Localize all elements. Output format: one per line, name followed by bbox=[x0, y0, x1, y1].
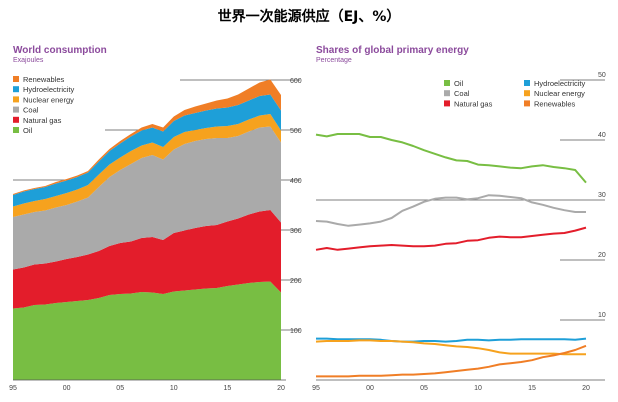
right-legend-label: Coal bbox=[454, 89, 470, 98]
area-natural-gas bbox=[13, 210, 281, 309]
left-y-tick-label: 600 bbox=[290, 78, 302, 85]
right-legend-swatch bbox=[524, 80, 530, 86]
right-legend-swatch bbox=[444, 90, 450, 97]
right-chart-subtitle: Percentage bbox=[316, 57, 352, 64]
line-renewables bbox=[316, 344, 587, 378]
left-chart-title: World consumption bbox=[13, 45, 107, 56]
line-nuclear-energy bbox=[315, 339, 586, 356]
left-x-tick-label: 20 bbox=[277, 385, 285, 392]
line-hydroelectricity bbox=[316, 337, 587, 343]
right-x-tick-label: 15 bbox=[528, 385, 536, 392]
left-x-tick-label: 95 bbox=[9, 385, 17, 392]
left-legend-label: Hydroelectricity bbox=[23, 85, 75, 94]
line-oil bbox=[315, 133, 587, 184]
left-y-tick-label: 400 bbox=[290, 178, 302, 185]
area-coal bbox=[13, 126, 281, 270]
right-x-tick-label: 05 bbox=[420, 385, 428, 392]
left-legend-swatch bbox=[13, 116, 19, 123]
right-y-tick-label: 30 bbox=[598, 192, 606, 199]
right-legend-label: Renewables bbox=[534, 99, 576, 108]
right-legend-label: Hydroelectricity bbox=[534, 79, 586, 88]
left-legend-label: Nuclear energy bbox=[23, 95, 74, 104]
left-x-tick-label: 00 bbox=[63, 385, 71, 392]
right-chart-title: Shares of global primary energy bbox=[316, 45, 469, 56]
right-x-tick-label: 20 bbox=[582, 385, 590, 392]
left-legend-label: Oil bbox=[23, 126, 33, 135]
left-y-tick-label: 200 bbox=[290, 278, 302, 285]
right-x-tick-label: 00 bbox=[366, 385, 374, 392]
right-legend-label: Natural gas bbox=[454, 99, 493, 108]
right-x-tick-label: 95 bbox=[312, 385, 320, 392]
right-legend-swatch bbox=[524, 90, 530, 97]
left-legend-swatch bbox=[13, 86, 19, 93]
right-legend-label: Oil bbox=[454, 79, 464, 88]
left-legend-label: Coal bbox=[23, 106, 39, 115]
left-legend-label: Natural gas bbox=[23, 116, 62, 125]
area-hydroelectricity bbox=[13, 94, 281, 207]
right-x-tick-label: 10 bbox=[474, 385, 482, 392]
line-coal bbox=[315, 194, 586, 227]
left-legend-swatch bbox=[13, 127, 19, 133]
line-natural-gas bbox=[315, 226, 587, 251]
page-title: 世界一次能源供应（EJ、%） bbox=[217, 9, 401, 25]
left-x-tick-label: 10 bbox=[170, 385, 178, 392]
left-legend-label: Renewables bbox=[23, 75, 65, 84]
left-x-tick-label: 15 bbox=[224, 385, 232, 392]
left-y-tick-label: 300 bbox=[290, 228, 302, 235]
left-legend-swatch bbox=[13, 106, 19, 113]
right-y-tick-label: 40 bbox=[598, 132, 606, 139]
left-y-tick-label: 100 bbox=[290, 328, 302, 335]
right-legend-swatch bbox=[524, 100, 530, 107]
left-legend-swatch bbox=[13, 96, 19, 103]
area-nuclear-energy bbox=[13, 114, 281, 217]
left-chart-subtitle: Exajoules bbox=[13, 57, 44, 64]
right-y-tick-label: 10 bbox=[598, 312, 606, 319]
area-oil bbox=[13, 281, 281, 380]
right-legend-label: Nuclear energy bbox=[534, 89, 585, 98]
right-legend-swatch bbox=[444, 100, 450, 107]
right-y-tick-label: 20 bbox=[598, 252, 606, 259]
area-renewables bbox=[13, 79, 281, 195]
left-y-tick-label: 500 bbox=[290, 128, 302, 135]
left-legend-swatch bbox=[13, 76, 19, 82]
right-y-tick-label: 50 bbox=[598, 72, 606, 79]
left-x-tick-label: 05 bbox=[116, 385, 124, 392]
right-legend-swatch bbox=[444, 80, 450, 86]
